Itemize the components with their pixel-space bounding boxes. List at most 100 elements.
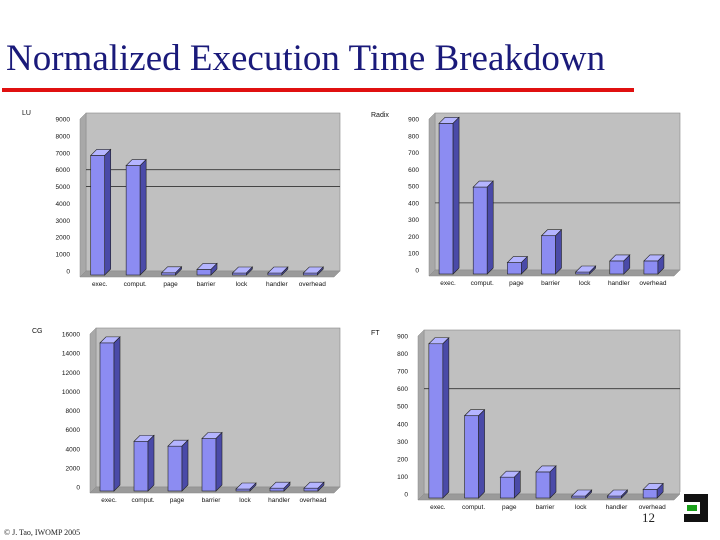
y-tick-label: 300 [408, 217, 419, 224]
y-tick-label: 10000 [62, 389, 80, 396]
bar [161, 272, 176, 276]
y-tick-label: 2000 [66, 465, 81, 472]
x-tick-label: overhead [639, 504, 666, 511]
bar [125, 165, 141, 276]
bar [428, 343, 444, 499]
chart-title: LU [22, 110, 31, 117]
y-tick-label: 0 [415, 268, 419, 275]
plot-area [85, 112, 341, 272]
chart-title: CG [32, 328, 43, 335]
bar-side [104, 148, 112, 276]
bar-side [623, 254, 631, 275]
bar-side [181, 439, 189, 492]
y-tick-label: 400 [397, 421, 408, 428]
bar-side [621, 489, 628, 499]
x-tick-label: lock [236, 281, 248, 288]
x-tick-label: barrier [541, 280, 561, 287]
y-tick-label: 14000 [62, 351, 80, 358]
bar-side [589, 265, 596, 275]
x-tick-label: barrier [536, 504, 556, 511]
x-tick-label: lock [575, 504, 587, 511]
bar [609, 260, 625, 275]
y-tick-label: 300 [397, 439, 408, 446]
bar-side [442, 337, 450, 499]
x-tick-label: handler [268, 497, 291, 504]
bar-side [521, 255, 528, 275]
footer-credit: © J. Tao, IWOMP 2005 [4, 528, 81, 537]
bar-side [452, 116, 460, 275]
bar [167, 445, 183, 492]
y-tick-label: 4000 [66, 446, 81, 453]
x-tick-label: page [502, 504, 517, 511]
y-tick-label: 900 [397, 334, 408, 341]
x-tick-label: barrier [197, 281, 217, 288]
bar-side [317, 481, 325, 492]
x-tick-label: comput. [131, 497, 154, 504]
cg-chart: CG 0 2000 4000 6000 8000 10000 12000 14000 16000 e… [32, 327, 341, 504]
y-tick-label: 8000 [66, 408, 81, 415]
x-tick-label: overhead [639, 280, 666, 287]
slide-title: Normalized Execution Time Breakdown [6, 38, 606, 79]
x-tick-label: exec. [101, 497, 117, 504]
bar-side [215, 431, 223, 492]
y-tick-label: 4000 [56, 201, 71, 208]
y-tick-label: 100 [397, 474, 408, 481]
bar-side [246, 266, 253, 276]
bar [499, 476, 515, 499]
side-wall [79, 112, 87, 278]
bar-side [210, 262, 218, 276]
side-wall [428, 112, 436, 277]
bar [541, 235, 556, 275]
y-tick-label: 200 [408, 234, 419, 241]
title-underline [2, 88, 634, 92]
y-tick-label: 1000 [56, 252, 71, 259]
bar [99, 342, 115, 492]
bar-side [513, 470, 521, 499]
y-tick-label: 700 [397, 369, 408, 376]
y-tick-label: 3000 [56, 218, 71, 225]
bar [133, 441, 149, 492]
bar [507, 262, 522, 275]
y-tick-label: 100 [408, 251, 419, 258]
y-tick-label: 6000 [66, 427, 81, 434]
x-tick-label: overhead [299, 281, 326, 288]
bar-side [585, 489, 593, 499]
bar [303, 487, 319, 492]
bar-side [555, 229, 562, 275]
bar-side [478, 409, 485, 499]
radix-chart: Radix 0 100 200 300 400 500 600 700 800 900 exec. co… [371, 112, 681, 287]
side-wall [89, 327, 97, 494]
bar-side [316, 266, 324, 276]
y-tick-label: 0 [66, 269, 70, 276]
bar [642, 489, 658, 499]
x-tick-label: handler [266, 281, 289, 288]
x-tick-label: lock [239, 497, 251, 504]
y-tick-label: 2000 [56, 235, 71, 242]
bar-side [249, 482, 257, 492]
bar [464, 415, 479, 499]
x-tick-label: comput. [471, 280, 494, 287]
y-tick-label: 12000 [62, 370, 80, 377]
y-tick-label: 16000 [62, 332, 80, 339]
bar [472, 186, 488, 275]
university-logo-icon [680, 492, 712, 524]
y-tick-label: 800 [408, 133, 419, 140]
x-tick-label: handler [606, 504, 629, 511]
x-tick-label: overhead [299, 497, 326, 504]
bar-side [147, 434, 155, 492]
bar [269, 487, 285, 492]
x-tick-label: exec. [92, 281, 108, 288]
x-tick-label: comput. [124, 281, 147, 288]
chart-title: FT [371, 330, 380, 337]
side-wall [417, 329, 425, 501]
y-tick-label: 9000 [56, 117, 71, 124]
y-tick-label: 200 [397, 456, 408, 463]
y-tick-label: 600 [408, 167, 419, 174]
bar [196, 269, 212, 276]
bar-side [549, 465, 557, 499]
y-tick-label: 500 [408, 184, 419, 191]
y-tick-label: 5000 [56, 184, 71, 191]
x-tick-label: barrier [202, 497, 222, 504]
bar-side [113, 336, 121, 492]
